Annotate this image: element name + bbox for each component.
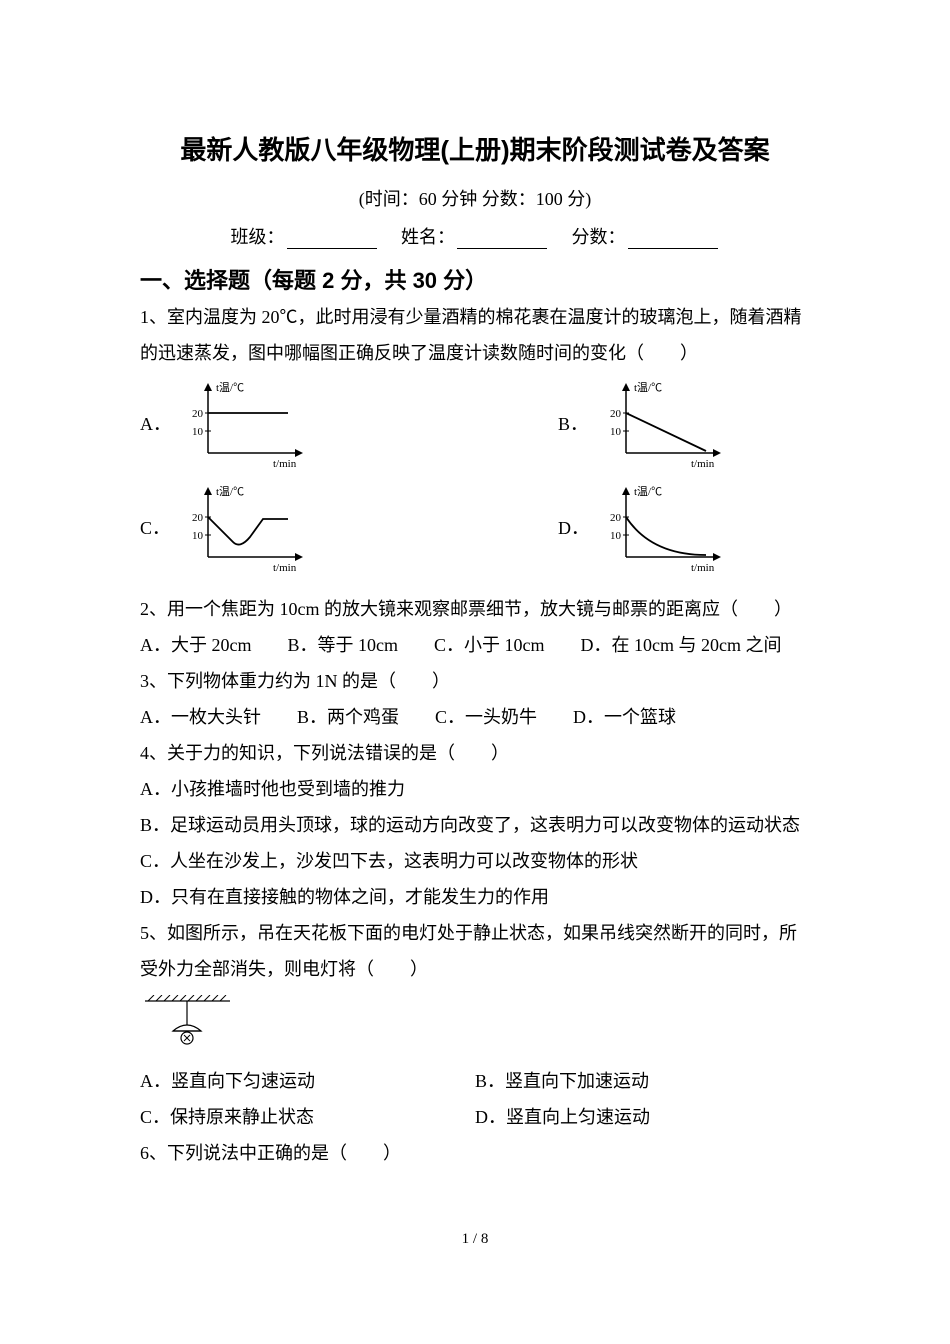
q1-graph-d: t温/℃ 20 10 t/min [596,477,736,577]
q4-b: B．足球运动员用头顶球，球的运动方向改变了，这表明力可以改变物体的运动状态 [140,807,810,843]
q5-c: C．保持原来静止状态 [140,1099,475,1135]
q4-a: A．小孩推墙时他也受到墙的推力 [140,771,810,807]
q5-d: D．竖直向上匀速运动 [475,1099,810,1135]
svg-text:10: 10 [610,426,622,438]
q3-stem: 3、下列物体重力约为 1N 的是（ ） [140,663,810,699]
q1-graph-a: t温/℃ 20 10 t/min [178,373,318,473]
q1-a-label: A． [140,410,178,436]
svg-text:t温/℃: t温/℃ [216,381,244,394]
q1-d-label: D． [558,514,596,540]
section-1-header: 一、选择题（每题 2 分，共 30 分） [140,263,810,295]
q1-c-label: C． [140,514,178,540]
doc-subtitle: (时间：60 分钟 分数：100 分) [140,185,810,211]
page: 最新人教版八年级物理(上册)期末阶段测试卷及答案 (时间：60 分钟 分数：10… [0,0,950,1308]
q2-stem: 2、用一个焦距为 10cm 的放大镜来观察邮票细节，放大镜与邮票的距离应（ ） [140,591,810,627]
svg-text:t/min: t/min [691,562,715,574]
q5-a: A．竖直向下匀速运动 [140,1063,475,1099]
q1-b-label: B． [558,410,596,436]
q1-graph-c: t温/℃ 20 10 t/min [178,477,318,577]
svg-text:10: 10 [192,426,204,438]
q1-graph-b: t温/℃ 20 10 t/min [596,373,736,473]
score-blank [628,230,718,249]
svg-text:t温/℃: t温/℃ [216,485,244,498]
svg-text:t/min: t/min [273,458,297,470]
q1-stem: 1、室内温度为 20℃，此时用浸有少量酒精的棉花裹在温度计的玻璃泡上，随着酒精的… [140,299,810,371]
svg-text:20: 20 [610,512,622,524]
svg-text:20: 20 [192,512,204,524]
q1-opt-c: C． t温/℃ 20 10 t/min [140,477,318,577]
svg-text:20: 20 [610,408,622,420]
page-number: 1 / 8 [140,1231,810,1248]
q6-stem: 6、下列说法中正确的是（ ） [140,1135,810,1171]
q5-stem: 5、如图所示，吊在天花板下面的电灯处于静止状态，如果吊线突然断开的同时，所受外力… [140,915,810,987]
q1-row-ab: A． t温/℃ 20 10 t/min B． [140,371,810,475]
class-label: 班级： [231,227,285,247]
q1-opt-a: A． t温/℃ 20 10 t/min [140,373,318,473]
svg-text:10: 10 [192,530,204,542]
svg-text:20: 20 [192,408,204,420]
score-label: 分数： [572,227,626,247]
name-label: 姓名： [401,227,455,247]
q4-d: D．只有在直接接触的物体之间，才能发生力的作用 [140,879,810,915]
doc-title: 最新人教版八年级物理(上册)期末阶段测试卷及答案 [140,130,810,167]
svg-text:t温/℃: t温/℃ [634,381,662,394]
class-blank [287,230,377,249]
q5-figure [140,995,220,1055]
q1-row-cd: C． t温/℃ 20 10 t/min D． [140,475,810,579]
q1-opt-b: B． t温/℃ 20 10 t/min [558,373,736,473]
name-blank [457,230,547,249]
svg-text:t/min: t/min [273,562,297,574]
svg-text:t温/℃: t温/℃ [634,485,662,498]
svg-text:t/min: t/min [691,458,715,470]
q2-options: A．大于 20cm B．等于 10cm C．小于 10cm D．在 10cm 与… [140,627,810,663]
q5-options: A．竖直向下匀速运动 B．竖直向下加速运动 C．保持原来静止状态 D．竖直向上匀… [140,1063,810,1135]
q4-c: C．人坐在沙发上，沙发凹下去，这表明力可以改变物体的形状 [140,843,810,879]
q3-options: A．一枚大头针 B．两个鸡蛋 C．一头奶牛 D．一个篮球 [140,699,810,735]
q4-stem: 4、关于力的知识，下列说法错误的是（ ） [140,735,810,771]
svg-text:10: 10 [610,530,622,542]
q1-opt-d: D． t温/℃ 20 10 t/min [558,477,736,577]
q5-b: B．竖直向下加速运动 [475,1063,810,1099]
info-row: 班级： 姓名： 分数： [140,223,810,249]
